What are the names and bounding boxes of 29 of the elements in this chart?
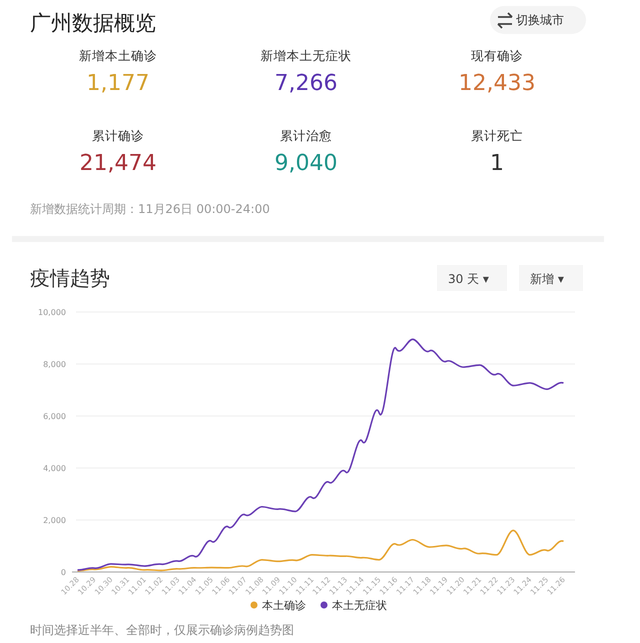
- y-tick-label: 0: [60, 568, 66, 577]
- text: 切换城市: [516, 13, 564, 27]
- category-label: 新增本土无症状: [260, 48, 352, 63]
- text: 9,040: [274, 151, 338, 176]
- y-tick-label: 2,000: [43, 516, 66, 525]
- text: 12,433: [458, 71, 536, 96]
- text: 21,474: [80, 151, 156, 176]
- category-label: 累计确诊: [92, 128, 144, 143]
- text: 30 天 ▾: [448, 272, 489, 286]
- text: 时间选择近半年、全部时，仅展示确诊病例趋势图: [30, 623, 294, 637]
- line-series: [76, 530, 564, 572]
- text: 新增数据统计周期：11月26日 00:00-24:00: [30, 202, 270, 216]
- y-tick-label: 4,000: [43, 464, 66, 473]
- category-label: 累计死亡: [471, 128, 523, 143]
- category-label: 新增本土确诊: [79, 48, 157, 63]
- category-label: 累计治愈: [280, 128, 332, 143]
- y-tick-label: 10,000: [38, 308, 66, 317]
- text: 新增 ▾: [530, 272, 564, 286]
- text: 7,266: [274, 71, 338, 96]
- line-series: [76, 338, 564, 571]
- text: 广州数据概览: [30, 11, 156, 35]
- legend-label: 本土无症状: [332, 599, 387, 612]
- y-tick-label: 8,000: [43, 360, 66, 369]
- legend-label: 本土确诊: [262, 599, 306, 612]
- text: 1: [490, 151, 504, 176]
- category-label: 现有确诊: [471, 48, 523, 63]
- y-tick-label: 6,000: [43, 412, 66, 421]
- text: 1,177: [86, 71, 150, 96]
- chart-title: 疫情趋势: [30, 266, 110, 290]
